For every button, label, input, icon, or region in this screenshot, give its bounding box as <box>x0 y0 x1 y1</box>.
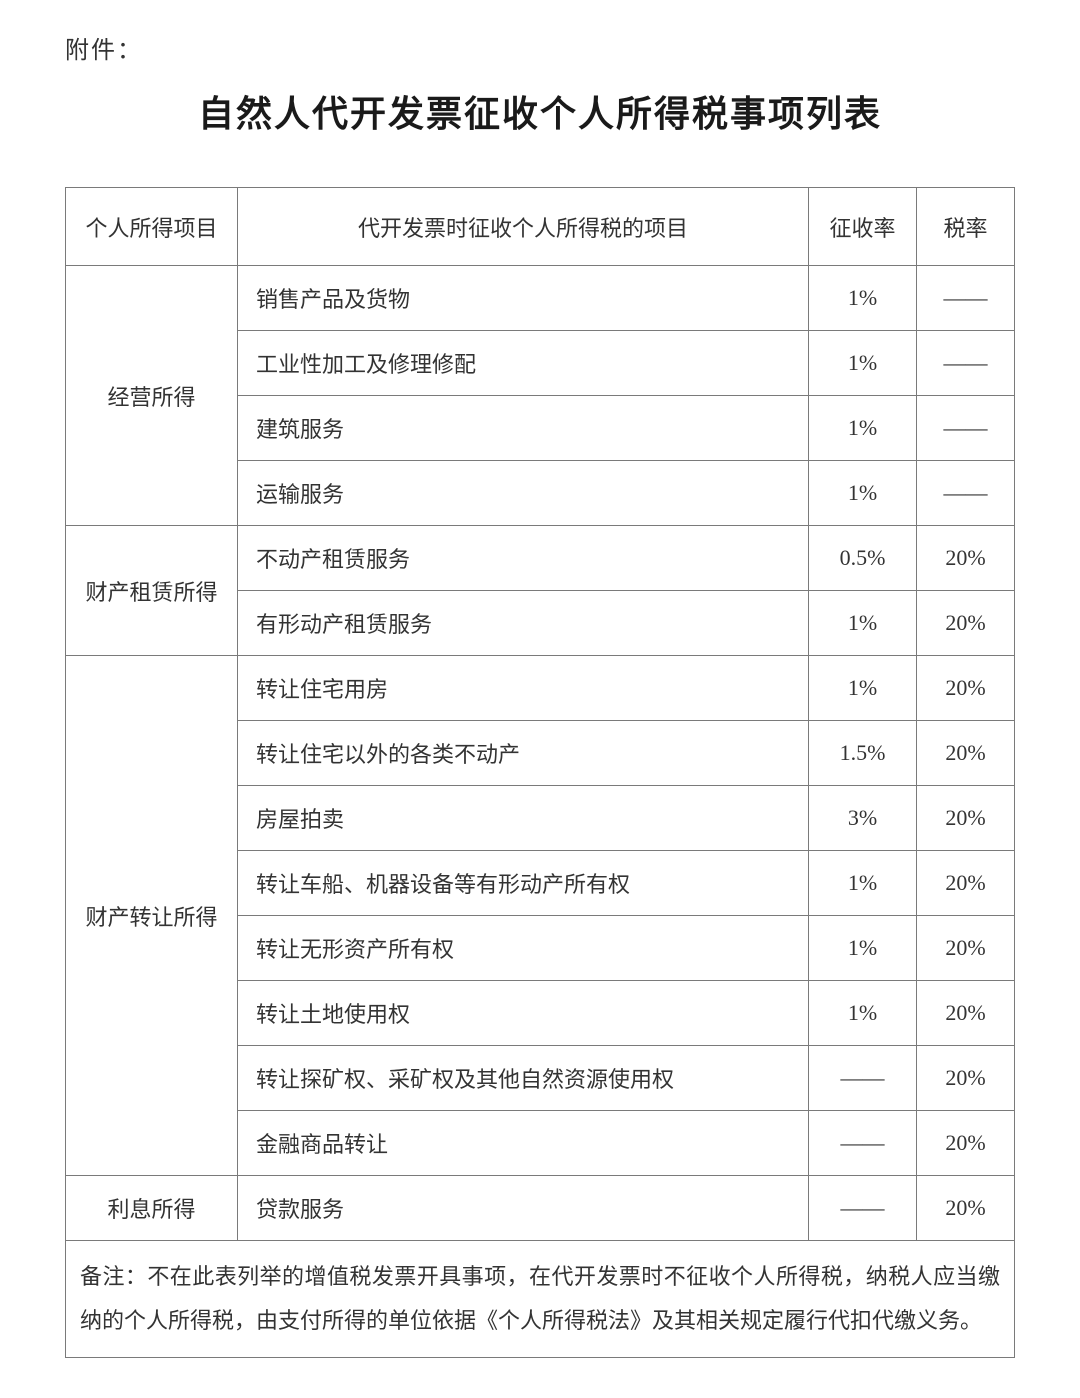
collection-rate-cell: 1% <box>809 396 917 461</box>
tax-rate-cell: —— <box>917 396 1015 461</box>
item-cell: 不动产租赁服务 <box>238 526 809 591</box>
header-category: 个人所得项目 <box>66 188 238 266</box>
tax-rate-cell: 20% <box>917 916 1015 981</box>
table-row: 经营所得销售产品及货物1%—— <box>66 266 1015 331</box>
collection-rate-cell: 1% <box>809 331 917 396</box>
tax-rate-cell: 20% <box>917 851 1015 916</box>
category-cell: 财产租赁所得 <box>66 526 238 656</box>
item-cell: 转让住宅以外的各类不动产 <box>238 721 809 786</box>
collection-rate-cell: 1% <box>809 916 917 981</box>
tax-rate-cell: 20% <box>917 786 1015 851</box>
collection-rate-cell: 1.5% <box>809 721 917 786</box>
item-cell: 建筑服务 <box>238 396 809 461</box>
item-cell: 转让无形资产所有权 <box>238 916 809 981</box>
collection-rate-cell: 1% <box>809 851 917 916</box>
tax-rate-cell: 20% <box>917 526 1015 591</box>
header-tax-rate: 税率 <box>917 188 1015 266</box>
attachment-label: 附件： <box>65 30 1015 65</box>
item-cell: 金融商品转让 <box>238 1111 809 1176</box>
collection-rate-cell: 0.5% <box>809 526 917 591</box>
item-cell: 转让探矿权、采矿权及其他自然资源使用权 <box>238 1046 809 1111</box>
collection-rate-cell: —— <box>809 1176 917 1241</box>
item-cell: 工业性加工及修理修配 <box>238 331 809 396</box>
table-row: 财产转让所得转让住宅用房1%20% <box>66 656 1015 721</box>
tax-rate-cell: —— <box>917 266 1015 331</box>
item-cell: 转让住宅用房 <box>238 656 809 721</box>
table-row: 财产租赁所得不动产租赁服务0.5%20% <box>66 526 1015 591</box>
tax-rate-cell: 20% <box>917 1176 1015 1241</box>
category-cell: 经营所得 <box>66 266 238 526</box>
header-collection-rate: 征收率 <box>809 188 917 266</box>
collection-rate-cell: 3% <box>809 786 917 851</box>
note-row: 备注：不在此表列举的增值税发票开具事项，在代开发票时不征收个人所得税，纳税人应当… <box>66 1241 1015 1358</box>
tax-rate-cell: 20% <box>917 981 1015 1046</box>
tax-rate-cell: 20% <box>917 656 1015 721</box>
collection-rate-cell: 1% <box>809 981 917 1046</box>
item-cell: 运输服务 <box>238 461 809 526</box>
category-cell: 财产转让所得 <box>66 656 238 1176</box>
category-cell: 利息所得 <box>66 1176 238 1241</box>
item-cell: 有形动产租赁服务 <box>238 591 809 656</box>
note-cell: 备注：不在此表列举的增值税发票开具事项，在代开发票时不征收个人所得税，纳税人应当… <box>66 1241 1015 1358</box>
tax-rate-cell: 20% <box>917 1046 1015 1111</box>
tax-table: 个人所得项目 代开发票时征收个人所得税的项目 征收率 税率 经营所得销售产品及货… <box>65 187 1015 1358</box>
collection-rate-cell: 1% <box>809 461 917 526</box>
page-title: 自然人代开发票征收个人所得税事项列表 <box>65 85 1015 137</box>
tax-rate-cell: —— <box>917 461 1015 526</box>
tax-rate-cell: 20% <box>917 721 1015 786</box>
header-item: 代开发票时征收个人所得税的项目 <box>238 188 809 266</box>
table-row: 利息所得贷款服务——20% <box>66 1176 1015 1241</box>
collection-rate-cell: 1% <box>809 591 917 656</box>
collection-rate-cell: —— <box>809 1046 917 1111</box>
tax-rate-cell: —— <box>917 331 1015 396</box>
item-cell: 销售产品及货物 <box>238 266 809 331</box>
table-header-row: 个人所得项目 代开发票时征收个人所得税的项目 征收率 税率 <box>66 188 1015 266</box>
item-cell: 转让土地使用权 <box>238 981 809 1046</box>
item-cell: 转让车船、机器设备等有形动产所有权 <box>238 851 809 916</box>
item-cell: 房屋拍卖 <box>238 786 809 851</box>
item-cell: 贷款服务 <box>238 1176 809 1241</box>
collection-rate-cell: 1% <box>809 656 917 721</box>
collection-rate-cell: 1% <box>809 266 917 331</box>
collection-rate-cell: —— <box>809 1111 917 1176</box>
tax-rate-cell: 20% <box>917 1111 1015 1176</box>
tax-rate-cell: 20% <box>917 591 1015 656</box>
